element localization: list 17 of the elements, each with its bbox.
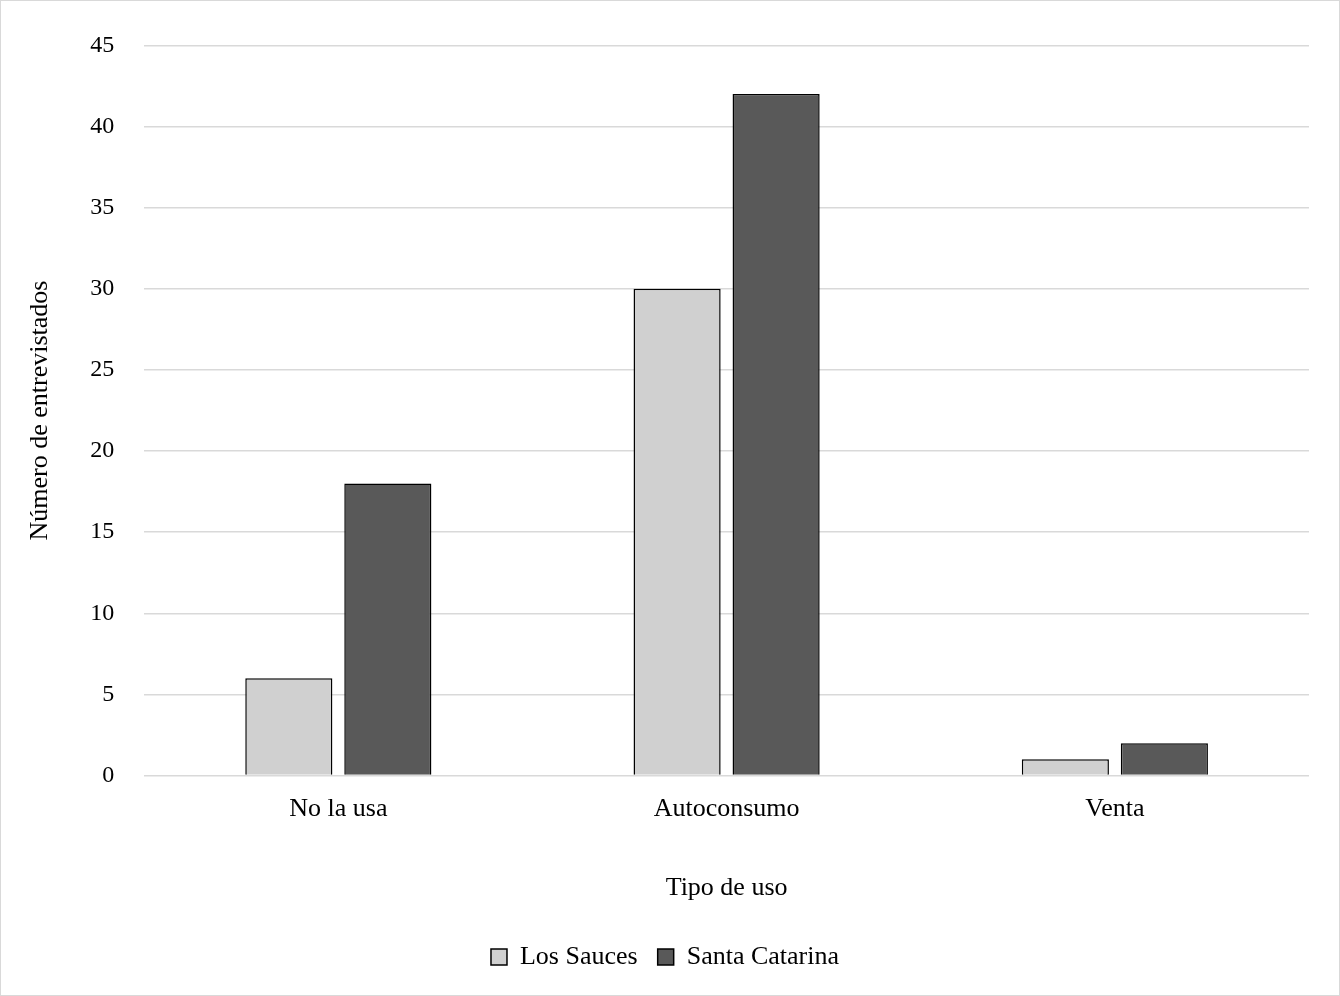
legend-label: Santa Catarina [686,940,840,970]
x-axis-title: Tipo de uso [665,872,788,902]
x-tick-label: Autoconsumo [653,793,800,823]
x-tick-label: Venta [1085,793,1145,823]
y-tick-label: 40 [90,111,115,138]
y-tick-label: 10 [90,598,115,625]
y-tick-label: 35 [90,192,115,219]
y-tick-label: 0 [102,760,115,787]
y-tick-label: 25 [90,355,115,382]
y-tick-label: 15 [90,517,115,544]
y-tick-label: 30 [90,274,115,301]
y-tick-label: 45 [90,30,115,57]
x-tick-label: No la usa [289,793,388,823]
y-tick-label: 5 [102,679,115,706]
y-tick-label: 20 [90,436,115,463]
legend-label: Los Sauces [519,940,638,970]
y-axis-title: Número de entrevistados [24,280,54,541]
